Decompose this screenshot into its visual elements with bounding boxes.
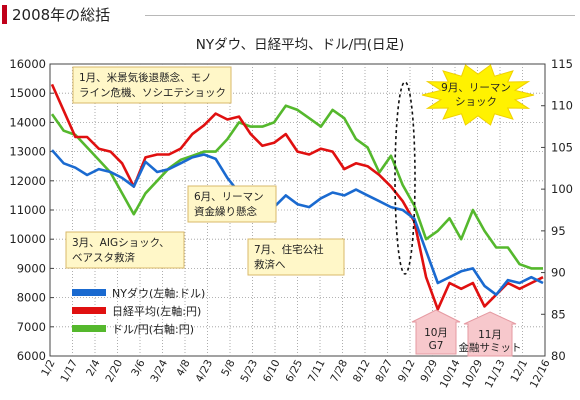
header-accent: [2, 5, 7, 24]
chart-title: NYダウ、日経平均、ドル/円(日足): [196, 37, 405, 53]
annotation-text: 1月、米景気後退懸念、モノ: [79, 71, 212, 84]
x-tick-label: 4/8: [174, 358, 193, 379]
legend-label: ドル/円(右軸:円): [112, 322, 194, 336]
x-tick-label: 6/10: [261, 358, 283, 384]
annotation-text: 7月、住宅公社: [254, 243, 324, 256]
y-left-tick: 8000: [17, 291, 46, 305]
legend-label: NYダウ(左軸:ドル): [112, 286, 205, 300]
annotation-text: 9月、リーマン: [441, 82, 511, 94]
y-left-tick: 11000: [9, 203, 46, 217]
x-tick-label: 9/12: [396, 358, 418, 384]
annotation-text: 10月: [424, 327, 448, 339]
x-tick-label: 5/8: [219, 358, 238, 379]
x-tick-label: 4/23: [193, 358, 215, 384]
annotation-text: ベアスタ救済: [72, 251, 135, 264]
annotation-text: 3月、AIGショック、: [72, 237, 170, 249]
legend-swatch: [72, 325, 106, 332]
annotation-text: 金融サミット: [459, 341, 522, 354]
x-tick-label: 2/20: [103, 358, 125, 384]
x-tick-label: 7/11: [306, 358, 328, 384]
legend-swatch: [72, 307, 106, 314]
y-right-tick: 110: [551, 99, 573, 113]
y-left-tick: 6000: [17, 349, 46, 363]
x-tick-label: 10/29: [460, 358, 485, 390]
x-tick-label: 12/1: [508, 358, 530, 384]
event-arrow: [411, 309, 461, 355]
y-left-tick: 9000: [17, 261, 46, 275]
y-left-tick: 12000: [9, 174, 46, 188]
x-tick-label: 3/6: [129, 357, 148, 378]
series-line: [51, 149, 544, 297]
annotation-text: G7: [429, 340, 444, 352]
x-tick-label: 8/12: [351, 358, 373, 384]
x-tick-label: 12/16: [528, 357, 553, 390]
x-tick-label: 3/24: [148, 358, 170, 385]
x-tick-label: 11/13: [483, 358, 508, 390]
y-left-tick: 15000: [9, 86, 46, 100]
header-rule: [145, 15, 575, 16]
y-left-tick: 7000: [17, 320, 46, 334]
legend-label: 日経平均(左軸:円): [112, 304, 201, 318]
x-tick-label: 1/17: [58, 358, 80, 384]
starburst: [421, 64, 535, 126]
y-left-tick: 16000: [9, 57, 46, 71]
annotation-text: 救済へ: [254, 258, 286, 271]
y-right-tick: 105: [551, 140, 573, 154]
annotation-box: [72, 66, 232, 104]
x-tick-label: 6/25: [283, 358, 305, 384]
annotation-box: [247, 238, 345, 276]
x-tick-label: 9/29: [418, 358, 440, 384]
annotation-box: [65, 231, 185, 269]
y-left-tick: 14000: [9, 115, 46, 129]
y-right-tick: 80: [551, 349, 566, 363]
lehman-ellipse: [394, 81, 416, 275]
annotation-text: 11月: [478, 329, 502, 341]
x-tick-label: 10/14: [438, 357, 463, 390]
x-tick-label: 8/27: [373, 358, 395, 384]
y-right-tick: 100: [551, 182, 573, 196]
y-right-tick: 85: [551, 307, 566, 321]
legend-swatch: [72, 289, 106, 296]
y-right-tick: 95: [551, 224, 566, 238]
annotation-text: 6月、リーマン: [194, 191, 264, 203]
x-tick-label: 5/23: [238, 358, 260, 384]
x-tick-label: 2/4: [84, 357, 103, 378]
annotation-text: 資金繰り懸念: [194, 205, 257, 218]
x-tick-label: 7/28: [328, 358, 350, 384]
header-bar: 2008年の総括: [0, 0, 580, 28]
annotation-text: ライン危機、ソシエテショック: [79, 86, 226, 99]
y-left-tick: 10000: [9, 232, 46, 246]
event-arrow: [463, 311, 517, 357]
y-right-tick: 90: [551, 266, 566, 280]
y-left-tick: 13000: [9, 145, 46, 159]
y-right-tick: 115: [551, 57, 573, 71]
header-title: 2008年の総括: [12, 6, 111, 24]
annotation-box: [187, 185, 277, 223]
series-line: [50, 104, 543, 270]
annotation-text: ショック: [455, 96, 497, 108]
